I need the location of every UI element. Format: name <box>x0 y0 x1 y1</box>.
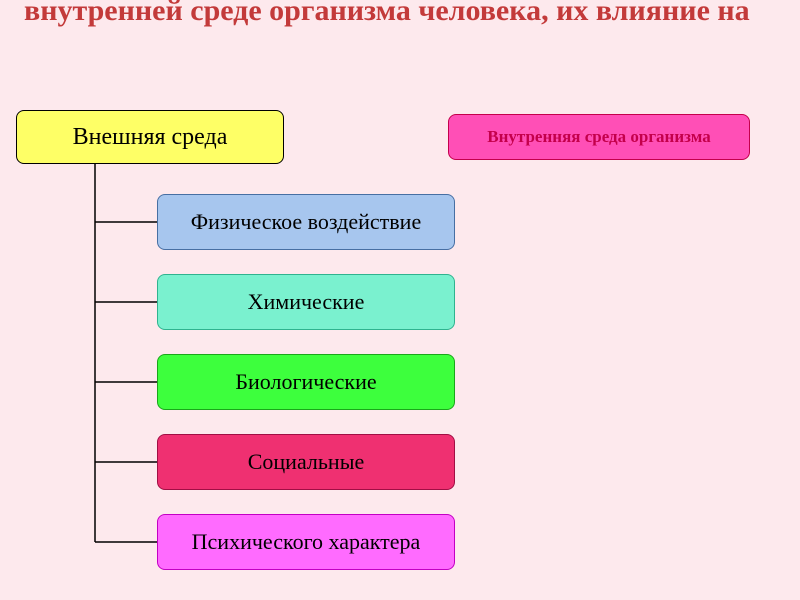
node-label: Физическое воздействие <box>191 209 421 235</box>
node-internal-environment: Внутренняя среда организма <box>448 114 750 160</box>
node-chemical: Химические <box>157 274 455 330</box>
node-psychic: Психического характера <box>157 514 455 570</box>
node-label: Внутренняя среда организма <box>487 127 710 147</box>
node-label: Социальные <box>248 449 365 475</box>
node-physical: Физическое воздействие <box>157 194 455 250</box>
node-label: Внешняя среда <box>73 124 228 151</box>
node-biological: Биологические <box>157 354 455 410</box>
node-social: Социальные <box>157 434 455 490</box>
slide-title: внутренней среде организма человека, их … <box>24 0 764 29</box>
node-label: Психического характера <box>192 529 421 555</box>
node-external-environment: Внешняя среда <box>16 110 284 164</box>
node-label: Биологические <box>235 369 376 395</box>
node-label: Химические <box>248 289 365 315</box>
